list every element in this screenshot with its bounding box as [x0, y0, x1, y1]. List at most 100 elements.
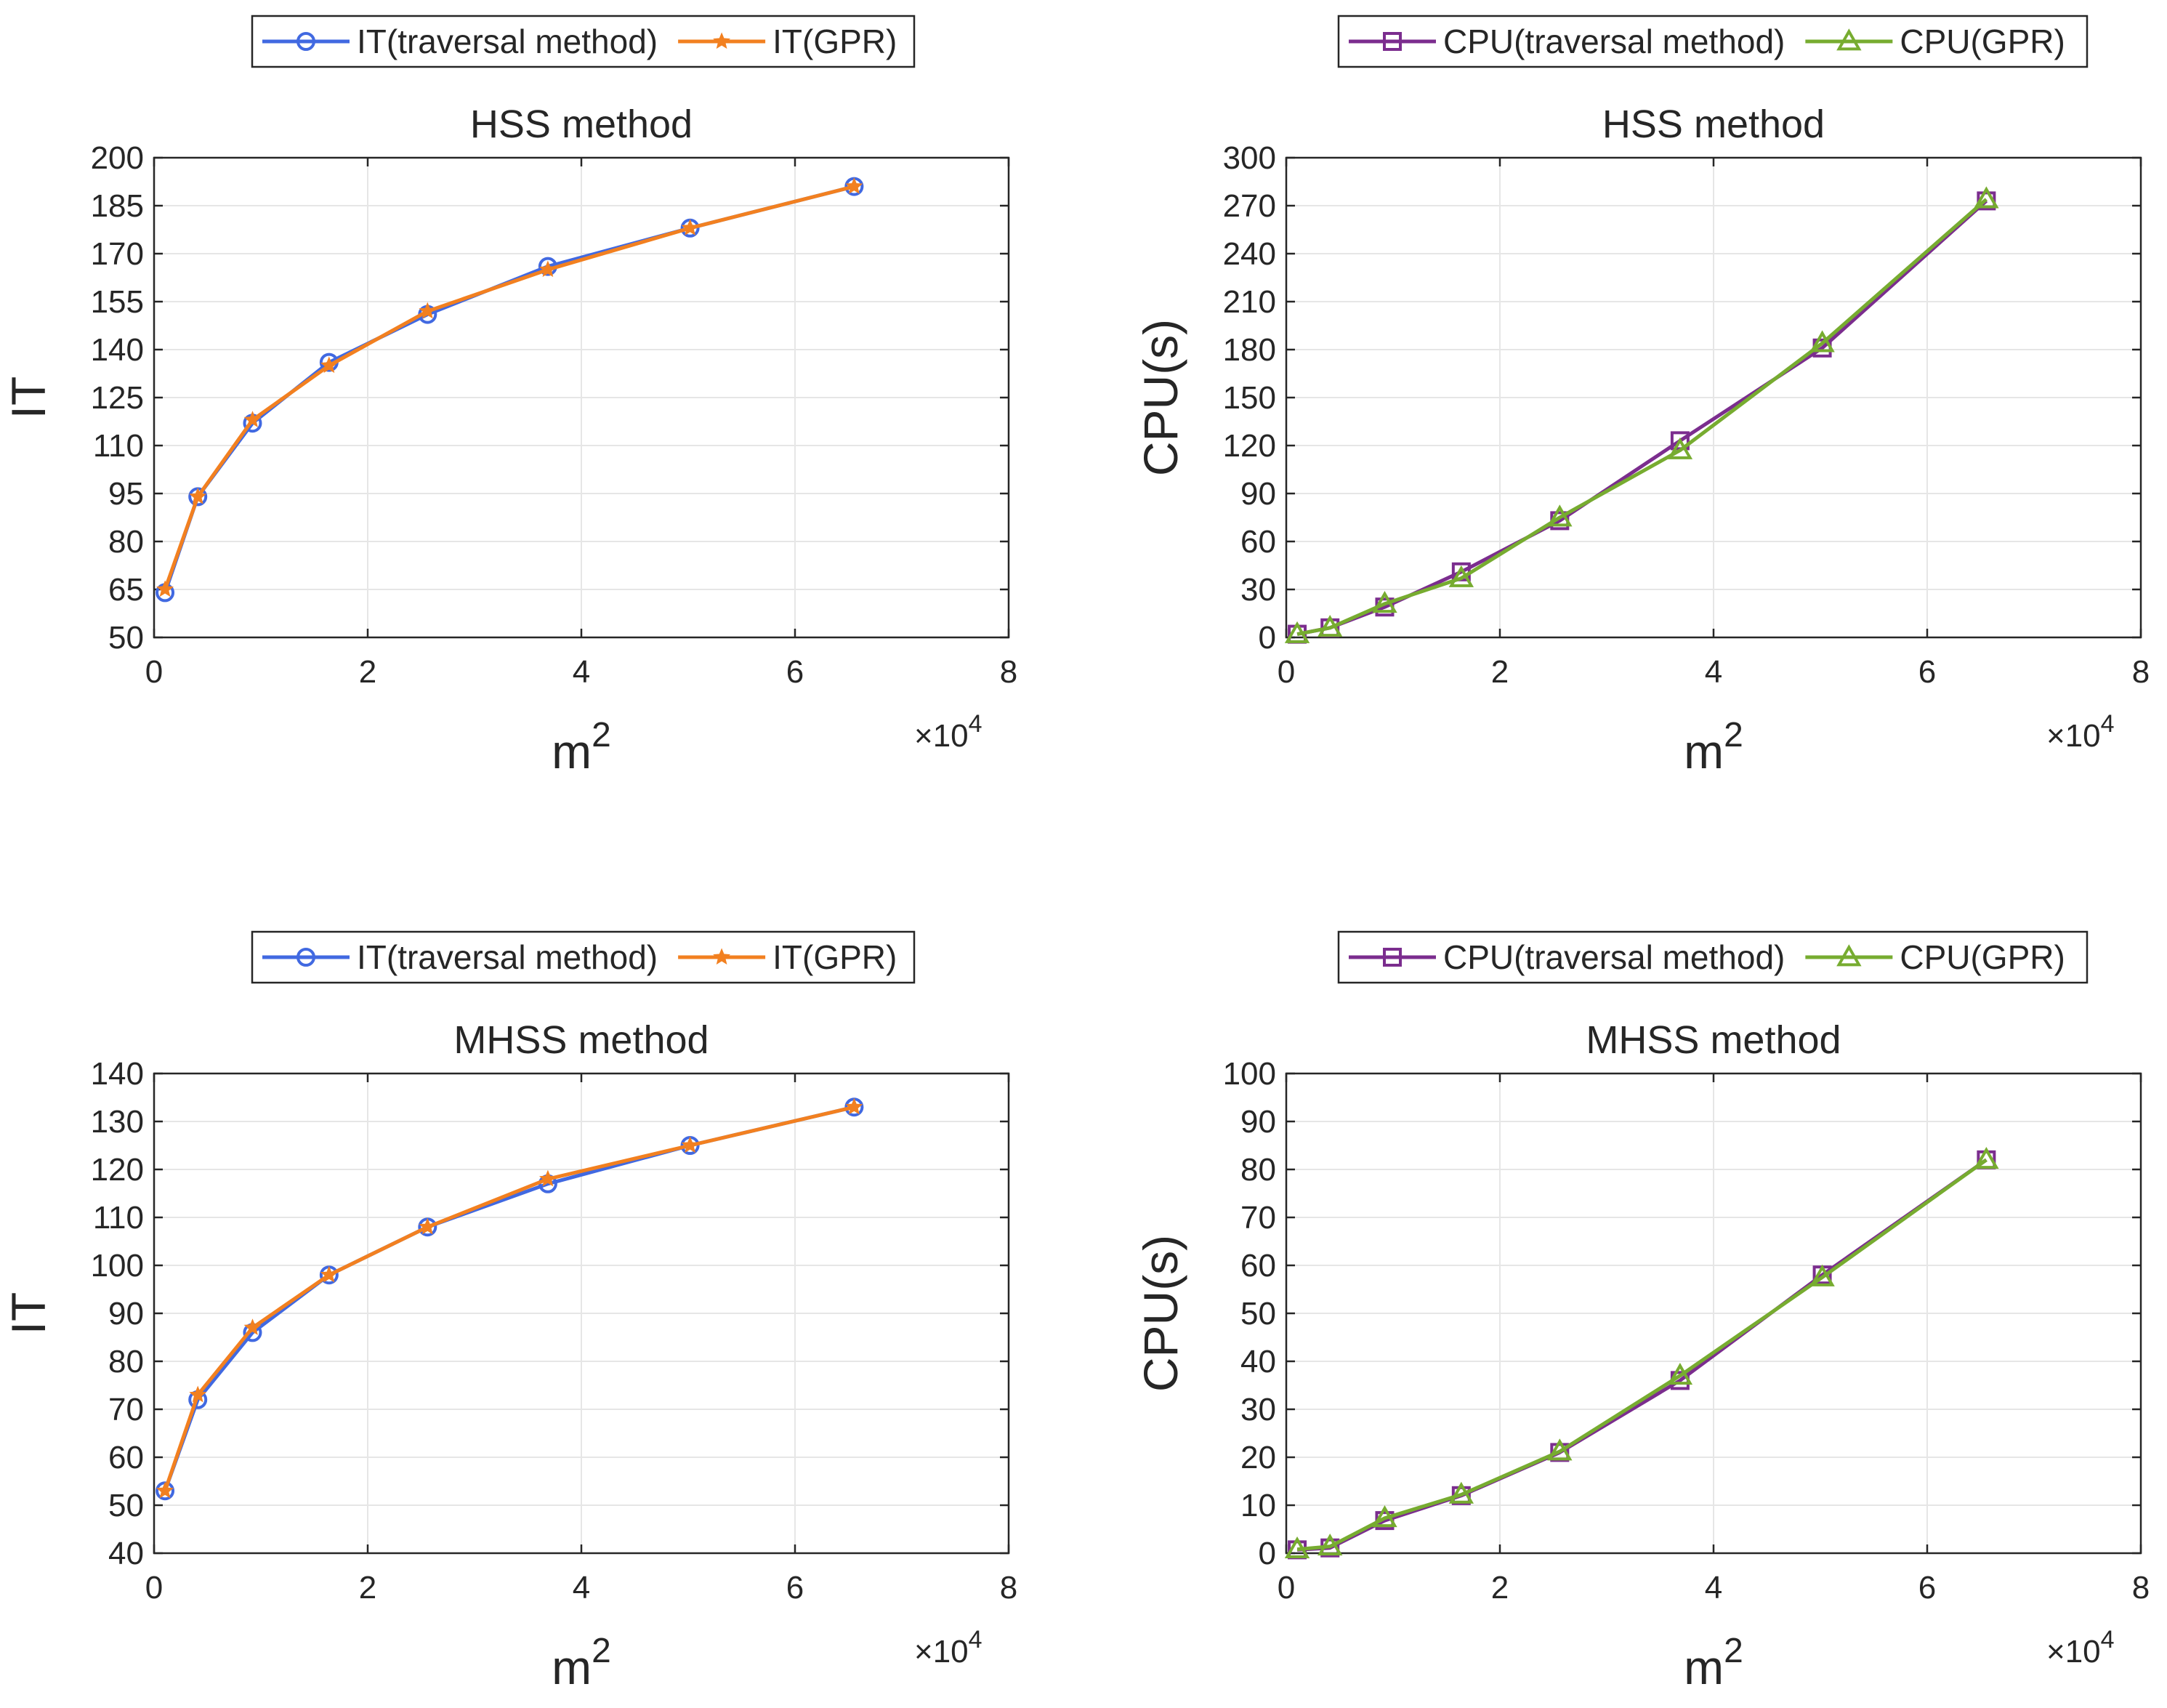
- legend-marker: [1836, 944, 1862, 967]
- x-tick-label: 8: [1000, 654, 1017, 690]
- y-tick-label: 125: [91, 380, 144, 416]
- x-multiplier-exponent: 4: [2101, 1626, 2115, 1653]
- y-tick-label: 150: [1223, 380, 1276, 416]
- y-axis-label: IT: [1, 376, 55, 419]
- x-axis-multiplier: ×104: [2046, 710, 2115, 754]
- legend-entry: IT(GPR): [678, 23, 897, 60]
- series-line: [1296, 1158, 1988, 1552]
- x-tick-label: 0: [1278, 654, 1295, 690]
- data-point: [1448, 565, 1474, 587]
- legend-marker: [296, 32, 315, 51]
- data-point: [1836, 28, 1862, 51]
- x-tick-label: 0: [145, 1570, 163, 1606]
- chart-title: MHSS method: [1586, 1018, 1841, 1062]
- y-tick-label: 180: [1223, 332, 1276, 368]
- y-tick-label: 30: [1240, 572, 1276, 608]
- series-layer: [156, 1097, 864, 1501]
- y-tick-label: 120: [91, 1152, 144, 1188]
- x-tick-label: 0: [1278, 1570, 1295, 1606]
- legend-box: [251, 930, 916, 984]
- y-tick-label: 185: [91, 188, 144, 224]
- y-tick-label: 60: [1240, 1248, 1276, 1284]
- x-tick-label: 4: [573, 654, 590, 690]
- legend-entry: CPU(traversal method): [1349, 23, 1785, 60]
- x-tick-label: 4: [1705, 1570, 1722, 1606]
- x-tick-label: 2: [1491, 654, 1509, 690]
- data-point: [1284, 621, 1310, 643]
- data-point: [681, 1136, 699, 1153]
- legend-label: CPU(traversal method): [1443, 23, 1785, 60]
- y-tick-label: 130: [91, 1104, 144, 1140]
- x-axis-label: m2: [1684, 716, 1743, 778]
- y-tick-label: 210: [1223, 284, 1276, 320]
- data-point: [1974, 1147, 1999, 1169]
- panel-it-hss: IT(traversal method) IT(GPR) HSS method …: [1, 15, 1017, 778]
- data-point: [1284, 1536, 1310, 1559]
- legend-entry: CPU(GPR): [1805, 938, 2065, 976]
- data-point: [1667, 437, 1693, 459]
- y-tick-label: 90: [1240, 476, 1276, 512]
- y-tick-label: 100: [91, 1248, 144, 1284]
- series-layer: [1284, 1147, 1999, 1560]
- data-point: [1809, 330, 1835, 353]
- data-point: [1317, 615, 1343, 637]
- data-point: [539, 260, 557, 278]
- y-tick-label: 0: [1259, 620, 1276, 656]
- x-tick-label: 2: [359, 654, 376, 690]
- data-point: [1372, 1505, 1397, 1528]
- legend-marker: [296, 948, 315, 967]
- x-tick-label: 8: [1000, 1570, 1017, 1606]
- y-tick-label: 60: [1240, 524, 1276, 560]
- data-point: [1317, 1533, 1343, 1556]
- x-axis-multiplier: ×104: [914, 1626, 982, 1669]
- y-tick-label: 20: [1240, 1440, 1276, 1475]
- y-tick-label: 50: [108, 1488, 144, 1523]
- data-point: [1809, 1264, 1835, 1286]
- x-tick-label: 4: [573, 1570, 590, 1606]
- x-multiplier-base: ×10: [2046, 1634, 2101, 1669]
- x-tick-label: 6: [1918, 1570, 1936, 1606]
- legend: CPU(traversal method) CPU(GPR): [1337, 930, 2089, 984]
- y-tick-label: 60: [108, 1440, 144, 1475]
- y-tick-label: 80: [1240, 1152, 1276, 1188]
- y-tick-label: 240: [1223, 236, 1276, 272]
- data-point: [296, 32, 315, 51]
- x-axis-multiplier: ×104: [2046, 1626, 2115, 1669]
- data-point: [713, 32, 730, 49]
- data-point: [539, 1169, 557, 1187]
- legend-label: CPU(GPR): [1900, 23, 2065, 60]
- data-point: [845, 1097, 863, 1115]
- x-tick-label: 6: [786, 1570, 804, 1606]
- x-axis-label: m2: [552, 1632, 611, 1694]
- data-point: [1667, 1363, 1693, 1385]
- series-layer: [156, 177, 864, 603]
- x-tick-label: 2: [1491, 1570, 1509, 1606]
- y-tick-label: 110: [93, 428, 144, 464]
- panel-it-mhss: IT(traversal method) IT(GPR) MHSS method…: [1, 930, 1017, 1694]
- series-1: [1284, 1147, 1999, 1559]
- legend: IT(traversal method) IT(GPR): [251, 15, 916, 68]
- x-axis-multiplier: ×104: [914, 710, 982, 754]
- series-line: [163, 185, 855, 590]
- series-line: [1296, 198, 1988, 637]
- series-line: [163, 1105, 855, 1492]
- y-tick-label: 65: [108, 572, 144, 608]
- x-tick-label: 2: [359, 1570, 376, 1606]
- legend-marker: [1383, 32, 1402, 51]
- y-axis-label: CPU(s): [1134, 1235, 1187, 1392]
- y-tick-label: 155: [91, 284, 144, 320]
- legend-label: IT(GPR): [772, 23, 897, 60]
- legend-label: IT(traversal method): [357, 23, 658, 60]
- y-tick-label: 50: [108, 620, 144, 656]
- x-tick-label: 4: [1705, 654, 1722, 690]
- y-tick-label: 90: [108, 1296, 144, 1332]
- y-tick-label: 120: [1223, 428, 1276, 464]
- y-tick-label: 80: [108, 524, 144, 560]
- data-point: [1974, 186, 1999, 209]
- data-point: [189, 1385, 207, 1403]
- chart-title: HSS method: [1602, 102, 1825, 146]
- data-point: [1372, 591, 1397, 613]
- data-point: [419, 1217, 437, 1235]
